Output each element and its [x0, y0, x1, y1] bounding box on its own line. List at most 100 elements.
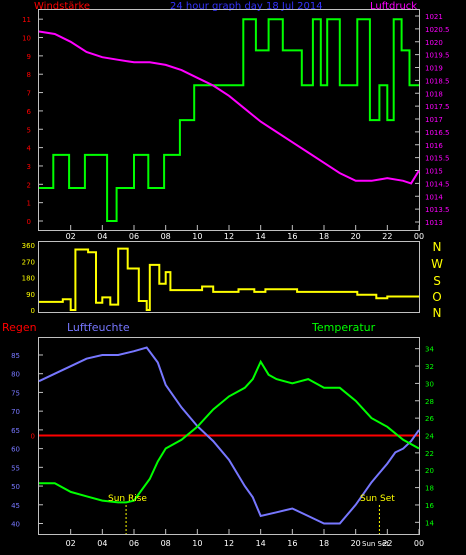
humidity-y-tick-label: 40 [11, 521, 20, 529]
wind-y-tick-label: 3 [27, 163, 31, 171]
direction-y-tick-label: 180 [22, 275, 35, 283]
pressure-y-tick-label: 1020.5 [425, 26, 450, 34]
chart-title: 24 hour graph day 18 Jul 2014 [170, 1, 323, 12]
direction-y-tick-label: 90 [26, 291, 35, 299]
pressure-y-tick-label: 1013 [425, 219, 443, 227]
humidity-label: Luftfeuchte [67, 321, 130, 334]
temperature-y-tick-label: 14 [425, 519, 434, 527]
top-x-tick-label: 00 [414, 232, 424, 241]
wind-speed-line [39, 18, 419, 222]
wind-y-tick-label: 9 [27, 53, 31, 61]
pressure-y-tick-label: 1018 [425, 90, 443, 98]
humidity-y-tick-label: 60 [11, 446, 20, 454]
wind-y-tick-label: 8 [27, 71, 31, 79]
compass-label-s: S [433, 274, 441, 288]
pressure-y-tick-label: 1017 [425, 116, 443, 124]
pressure-y-tick-label: 1021 [425, 13, 443, 21]
compass-label-o: O [432, 290, 441, 304]
rain-label: Regen [2, 321, 37, 334]
bottom-x-tick-label: 06 [129, 539, 139, 548]
wind-direction-panel [38, 241, 420, 313]
pressure-line [38, 30, 420, 185]
mid-panel-marks: 0 90 180 270 360 [22, 242, 419, 315]
top-x-tick-label: 20 [351, 232, 361, 241]
top-x-tick-label: 08 [161, 232, 171, 241]
bottom-x-tick-label: 02 [66, 539, 76, 548]
compass-label-n-bottom: N [433, 306, 442, 320]
bottom-x-tick-label: 14 [256, 539, 266, 548]
wind-y-tick-label: 7 [27, 90, 31, 98]
bottom-x-tick-label: 04 [97, 539, 107, 548]
top-x-tick-label: 14 [256, 232, 266, 241]
bottom-x-tick-label: 00 [414, 539, 424, 548]
bottom-x-tick-label: 10 [192, 539, 202, 548]
top-x-tick-label: 10 [192, 232, 202, 241]
sun-set-small-label: Sun Set [362, 540, 389, 548]
pressure-y-tick-label: 1016 [425, 142, 443, 150]
compass-label-w: W [431, 257, 443, 271]
bottom-x-tick-label: 08 [161, 539, 171, 548]
top-x-tick-label: 02 [66, 232, 76, 241]
pressure-y-tick-label: 1019.5 [425, 52, 450, 60]
wind-y-tick-label: 6 [27, 108, 32, 116]
humidity-y-tick-label: 85 [11, 352, 20, 360]
bottom-panel-marks: 40 45 50 55 60 65 70 75 80 85 14 16 18 20 22 24 26 28 30 32… [11, 346, 434, 548]
pressure-y-tick-label: 1019 [425, 65, 443, 73]
top-x-tick-label: 04 [97, 232, 107, 241]
humidity-y-tick-label: 50 [11, 483, 20, 491]
bottom-x-tick-label: 18 [319, 539, 329, 548]
pressure-y-tick-label: 1014 [425, 193, 443, 201]
humidity-temperature-panel [38, 337, 420, 535]
compass-label-n-top: N [433, 240, 442, 254]
top-x-tick-label: 06 [129, 232, 139, 241]
wind-y-tick-label: 1 [27, 200, 31, 208]
top-x-tick-label: 16 [287, 232, 297, 241]
pressure-y-tick-label: 1017.5 [425, 103, 450, 111]
top-x-tick-label: 18 [319, 232, 329, 241]
temperature-y-tick-label: 20 [425, 467, 434, 475]
humidity-line [38, 346, 420, 525]
direction-y-tick-label: 0 [31, 307, 35, 315]
wind-y-tick-label: 4 [27, 145, 32, 153]
direction-y-tick-label: 270 [22, 258, 35, 266]
temperature-y-tick-label: 18 [425, 485, 434, 493]
wind-y-tick-label: 5 [27, 126, 31, 134]
temperature-y-tick-label: 30 [425, 380, 434, 388]
bottom-x-tick-label: 20 [351, 539, 361, 548]
humidity-y-tick-label: 70 [11, 408, 20, 416]
temperature-line [39, 359, 420, 504]
bottom-x-tick-label: 22 [382, 539, 392, 548]
temperature-y-tick-label: 22 [425, 450, 434, 458]
temperature-y-tick-label: 28 [425, 398, 434, 406]
wind-label: Windstärke [34, 1, 90, 12]
wind-y-tick-label: 0 [27, 218, 31, 226]
pressure-y-tick-label: 1015 [425, 168, 443, 176]
wind-pressure-panel [38, 9, 420, 231]
bottom-x-tick-label: 16 [287, 539, 297, 548]
pressure-y-tick-label: 1018.5 [425, 77, 450, 85]
top-panel-marks: 0123456789101110131013.510141014.5101510… [22, 13, 449, 241]
temperature-label: Temperatur [311, 321, 376, 334]
humidity-y-tick-label: 65 [11, 427, 20, 435]
temperature-y-tick-label: 26 [425, 415, 434, 423]
pressure-y-tick-label: 1013.5 [425, 206, 450, 214]
temperature-y-tick-label: 32 [425, 363, 434, 371]
wind-y-tick-label: 10 [22, 35, 31, 43]
top-x-tick-label: 12 [224, 232, 234, 241]
temperature-y-tick-label: 16 [425, 502, 434, 510]
direction-y-tick-label: 360 [22, 242, 35, 250]
rain-y-tick-label: 0 [31, 433, 35, 441]
temperature-y-tick-label: 34 [425, 346, 434, 354]
wind-y-tick-label: 2 [27, 181, 31, 189]
pressure-y-tick-label: 1020 [425, 39, 443, 47]
temperature-y-tick-label: 24 [425, 433, 434, 441]
top-x-tick-label: 22 [382, 232, 392, 241]
humidity-y-tick-label: 75 [11, 389, 20, 397]
sun-set-label: Sun Set [360, 494, 395, 504]
humidity-y-tick-label: 80 [11, 371, 20, 379]
bottom-x-tick-label: 12 [224, 539, 234, 548]
pressure-y-tick-label: 1016.5 [425, 129, 450, 137]
wind-y-tick-label: 11 [22, 16, 31, 24]
